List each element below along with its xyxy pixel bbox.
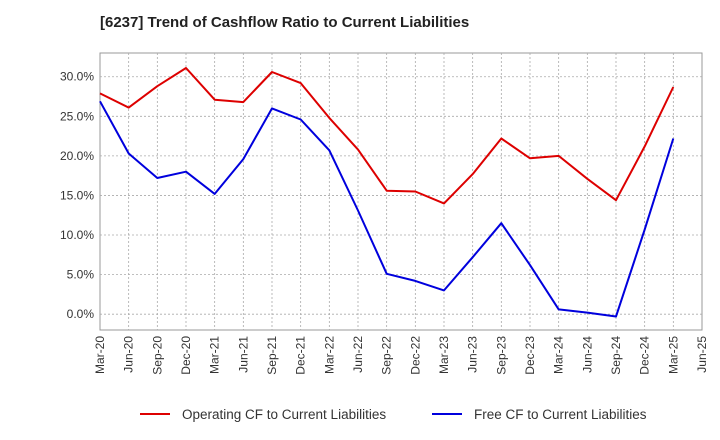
y-tick-label: 10.0% (60, 228, 94, 242)
y-tick-label: 5.0% (67, 268, 95, 282)
x-tick-label: Sep-22 (380, 336, 394, 375)
x-tick-label: Mar-25 (666, 336, 680, 374)
y-tick-label: 20.0% (60, 149, 94, 163)
x-tick-label: Mar-23 (437, 336, 451, 374)
y-tick-label: 25.0% (60, 109, 94, 123)
x-tick-label: Jun-20 (122, 336, 136, 373)
x-tick-label: Dec-22 (408, 336, 422, 375)
legend-label: Operating CF to Current Liabilities (182, 407, 386, 422)
x-tick-label: Sep-20 (150, 336, 164, 375)
x-tick-label: Jun-23 (466, 336, 480, 373)
chart-title: [6237] Trend of Cashflow Ratio to Curren… (100, 14, 470, 31)
x-tick-label: Dec-23 (523, 336, 537, 375)
x-tick-label: Jun-24 (580, 336, 594, 373)
y-tick-label: 0.0% (67, 307, 95, 321)
x-tick-label: Jun-22 (351, 336, 365, 373)
x-tick-label: Mar-24 (552, 336, 566, 374)
x-tick-label: Jun-25 (695, 336, 709, 373)
x-tick-label: Dec-24 (638, 336, 652, 375)
x-tick-label: Dec-21 (294, 336, 308, 375)
series-line-1 (99, 67, 675, 205)
y-tick-label: 30.0% (60, 70, 94, 84)
x-tick-label: Dec-20 (179, 336, 193, 375)
x-tick-label: Mar-22 (322, 336, 336, 374)
x-tick-label: Sep-23 (494, 336, 508, 375)
legend-label: Free CF to Current Liabilities (474, 407, 647, 422)
series-line-2 (99, 100, 675, 318)
x-tick-label: Sep-24 (609, 336, 623, 375)
y-tick-label: 15.0% (60, 188, 94, 202)
x-tick-label: Jun-21 (236, 336, 250, 373)
x-tick-label: Mar-21 (208, 336, 222, 374)
x-tick-label: Mar-20 (93, 336, 107, 374)
x-tick-label: Sep-21 (265, 336, 279, 375)
